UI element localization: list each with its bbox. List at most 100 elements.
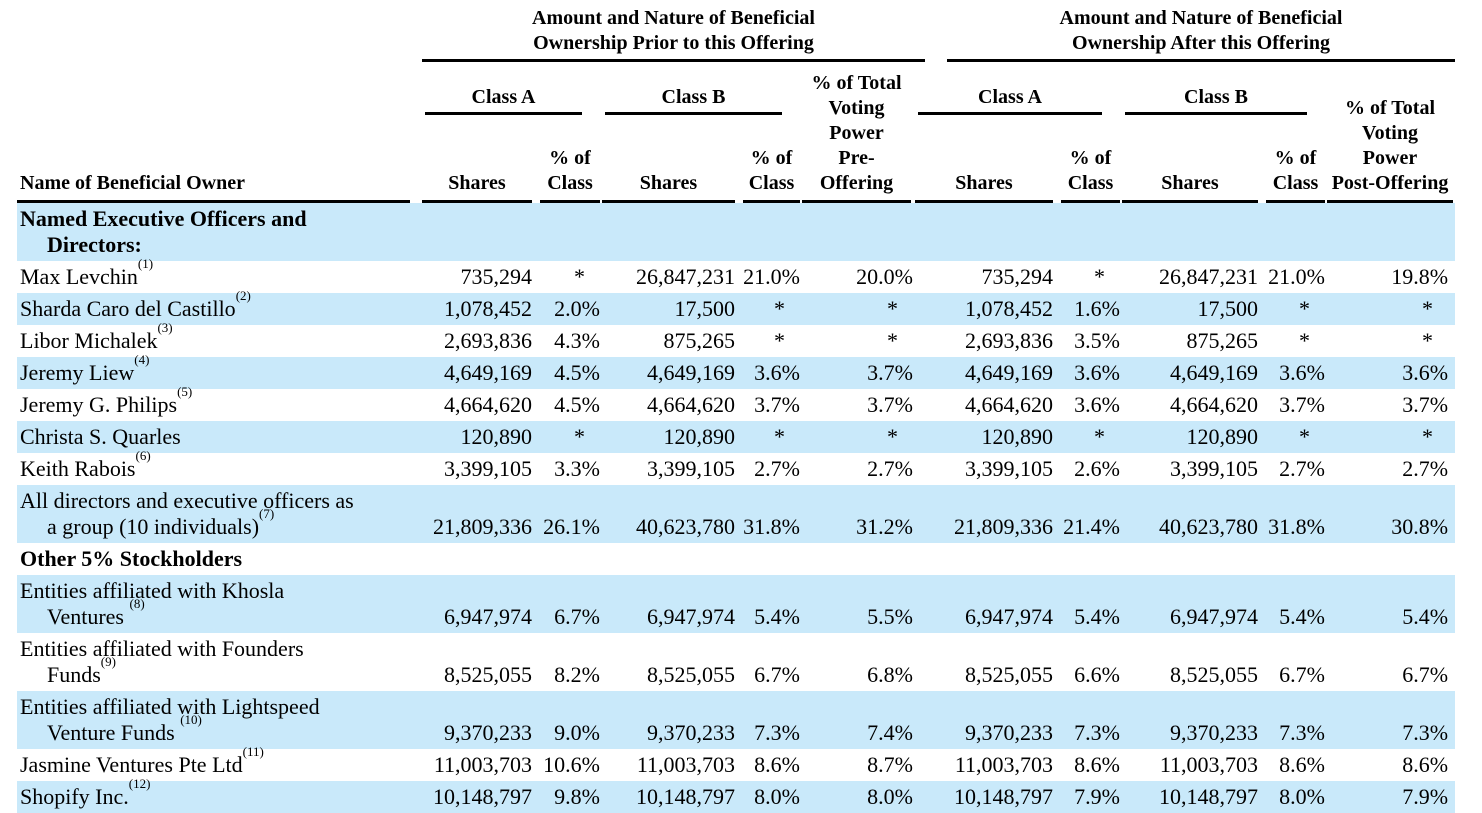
value-cell: 26.1% bbox=[532, 485, 600, 543]
value-cell: 11,003,703 bbox=[600, 749, 735, 781]
name-column-label: Name of Beneficial Owner bbox=[17, 171, 410, 203]
value-text: 6,947,974 bbox=[1170, 604, 1258, 629]
table-row: Jeremy G. Philips(5) 4,664,620 4.5% 4,664,6… bbox=[17, 385, 1455, 421]
value-cell: 17,500 bbox=[600, 293, 735, 325]
value-cell: 6.7% bbox=[532, 575, 600, 633]
value-text: 8,525,055 bbox=[965, 662, 1053, 687]
value-text: 3,399,105 bbox=[965, 456, 1053, 481]
value-cell: 2.0% bbox=[532, 293, 600, 325]
value-text: 5.4% bbox=[1402, 604, 1449, 629]
value-text: 19.8% bbox=[1391, 264, 1449, 289]
value-text: 2.7% bbox=[867, 456, 913, 481]
value-cell: 3.7% bbox=[800, 357, 913, 389]
shares-column-header: Shares bbox=[913, 115, 1053, 203]
value-cell: * bbox=[800, 421, 913, 453]
owner-name-line: Jasmine Ventures Pte Ltd(11) bbox=[20, 745, 420, 778]
value-cell: 4,664,620 bbox=[1120, 389, 1258, 421]
value-cell: * bbox=[800, 325, 913, 357]
value-text: 6.7% bbox=[754, 662, 800, 687]
section-spacer-cell bbox=[420, 543, 1455, 575]
value-text: 7.3% bbox=[1074, 720, 1120, 745]
voting-header-line: Post-Offering bbox=[1331, 172, 1449, 194]
owner-name-text: Venture Funds bbox=[47, 720, 181, 745]
value-cell: 40,623,780 bbox=[1120, 485, 1258, 543]
owner-name-line: Max Levchin(1) bbox=[20, 257, 420, 290]
value-text: 10,148,797 bbox=[636, 784, 735, 809]
value-cell: 2.7% bbox=[800, 453, 913, 485]
value-cell: 17,500 bbox=[1120, 293, 1258, 325]
value-text: 3.7% bbox=[754, 392, 800, 417]
value-cell: 6.7% bbox=[735, 633, 800, 691]
owner-name: Entities affiliated with Khosla Ventures … bbox=[17, 575, 420, 633]
value-text: 8.6% bbox=[1279, 752, 1325, 777]
value-cell: 875,265 bbox=[600, 325, 736, 357]
value-text: 6.7% bbox=[1279, 662, 1325, 687]
value-cell: 7.3% bbox=[1258, 691, 1325, 749]
value-text: 3.7% bbox=[1279, 392, 1325, 417]
footnote-ref: (1) bbox=[137, 255, 154, 271]
owner-name-line: Entities affiliated with Founders bbox=[20, 636, 420, 662]
value-text: 21.0% bbox=[743, 264, 800, 289]
owner-name-line: Entities affiliated with Lightspeed bbox=[20, 694, 420, 720]
value-text: 2.7% bbox=[1402, 456, 1449, 481]
owner-name-line: a group (10 individuals)(7) bbox=[20, 507, 420, 540]
value-cell: 7.9% bbox=[1325, 781, 1456, 813]
value-text: 31.8% bbox=[743, 514, 800, 539]
voting-header-line: Voting bbox=[828, 97, 885, 119]
class-a-header-pre: Class A bbox=[420, 62, 600, 116]
owner-name-line: Directors: bbox=[20, 232, 420, 258]
table-row: Other 5% Stockholders bbox=[17, 543, 1455, 575]
value-cell: 5.5% bbox=[800, 575, 913, 633]
value-cell: 5.4% bbox=[735, 575, 800, 633]
value-text: 8.6% bbox=[754, 752, 800, 777]
owner-name-line: Christa S. Quarles bbox=[20, 424, 420, 450]
value-cell: 9,370,233 bbox=[420, 691, 532, 749]
value-cell: 3.7% bbox=[1258, 389, 1325, 421]
table-row: Sharda Caro del Castillo(2) 1,078,452 2.0%… bbox=[17, 289, 1456, 325]
value-cell: 4,649,169 bbox=[600, 357, 735, 389]
value-text: * bbox=[1422, 296, 1434, 321]
owner-name-line: Jeremy Liew(4) bbox=[20, 353, 420, 386]
value-cell: 9,370,233 bbox=[913, 691, 1053, 749]
value-text: * bbox=[887, 296, 898, 321]
value-text: 4,649,169 bbox=[965, 360, 1053, 385]
value-text: 4.3% bbox=[554, 328, 600, 353]
value-text: 120,890 bbox=[1186, 424, 1259, 449]
value-cell: * bbox=[1053, 261, 1120, 293]
value-cell: 875,265 bbox=[1120, 325, 1259, 357]
value-text: 21,809,336 bbox=[954, 514, 1053, 539]
value-cell: 31.8% bbox=[735, 485, 800, 543]
group-header-pre-offering: Amount and Nature of Beneficial Ownershi… bbox=[420, 2, 925, 62]
owner-name-text: Jasmine Ventures Pte Ltd bbox=[20, 752, 243, 777]
value-cell: 4,664,620 bbox=[420, 389, 532, 421]
shares-column-header: Shares bbox=[600, 115, 735, 203]
owner-name-text: Entities affiliated with Founders bbox=[20, 636, 304, 661]
owner-name-line: Libor Michalek(3) bbox=[20, 321, 420, 354]
value-cell: 6,947,974 bbox=[420, 575, 532, 633]
value-text: 2.7% bbox=[754, 456, 800, 481]
value-text: 11,003,703 bbox=[433, 752, 532, 777]
value-text: 2,693,836 bbox=[444, 328, 532, 353]
value-cell: 6,947,974 bbox=[913, 575, 1053, 633]
value-cell: 10.6% bbox=[532, 749, 600, 781]
value-cell: 40,623,780 bbox=[600, 485, 735, 543]
value-text: 8.6% bbox=[1074, 752, 1120, 777]
value-cell: 735,294 bbox=[913, 261, 1054, 293]
value-cell: 1,078,452 bbox=[913, 293, 1053, 325]
value-cell: 8.0% bbox=[800, 781, 913, 813]
value-text: 3.6% bbox=[1279, 360, 1325, 385]
owner-name: Christa S. Quarles bbox=[17, 421, 420, 453]
value-text: 8.6% bbox=[1402, 752, 1449, 777]
value-cell: 1,078,452 bbox=[420, 293, 532, 325]
owner-name-text: a group (10 individuals) bbox=[47, 514, 260, 539]
value-text: 10,148,797 bbox=[1159, 784, 1258, 809]
value-cell: 11,003,703 bbox=[913, 749, 1053, 781]
value-text: * bbox=[774, 424, 785, 449]
value-text: 3.6% bbox=[754, 360, 800, 385]
owner-name-text: Entities affiliated with Lightspeed bbox=[20, 694, 320, 719]
owner-name-line: Shopify Inc.(12) bbox=[20, 777, 420, 810]
owner-name-line: Sharda Caro del Castillo(2) bbox=[20, 289, 420, 322]
value-text: 7.4% bbox=[867, 720, 913, 745]
value-cell: 6.6% bbox=[1053, 633, 1120, 691]
value-cell: 8.2% bbox=[532, 633, 600, 691]
